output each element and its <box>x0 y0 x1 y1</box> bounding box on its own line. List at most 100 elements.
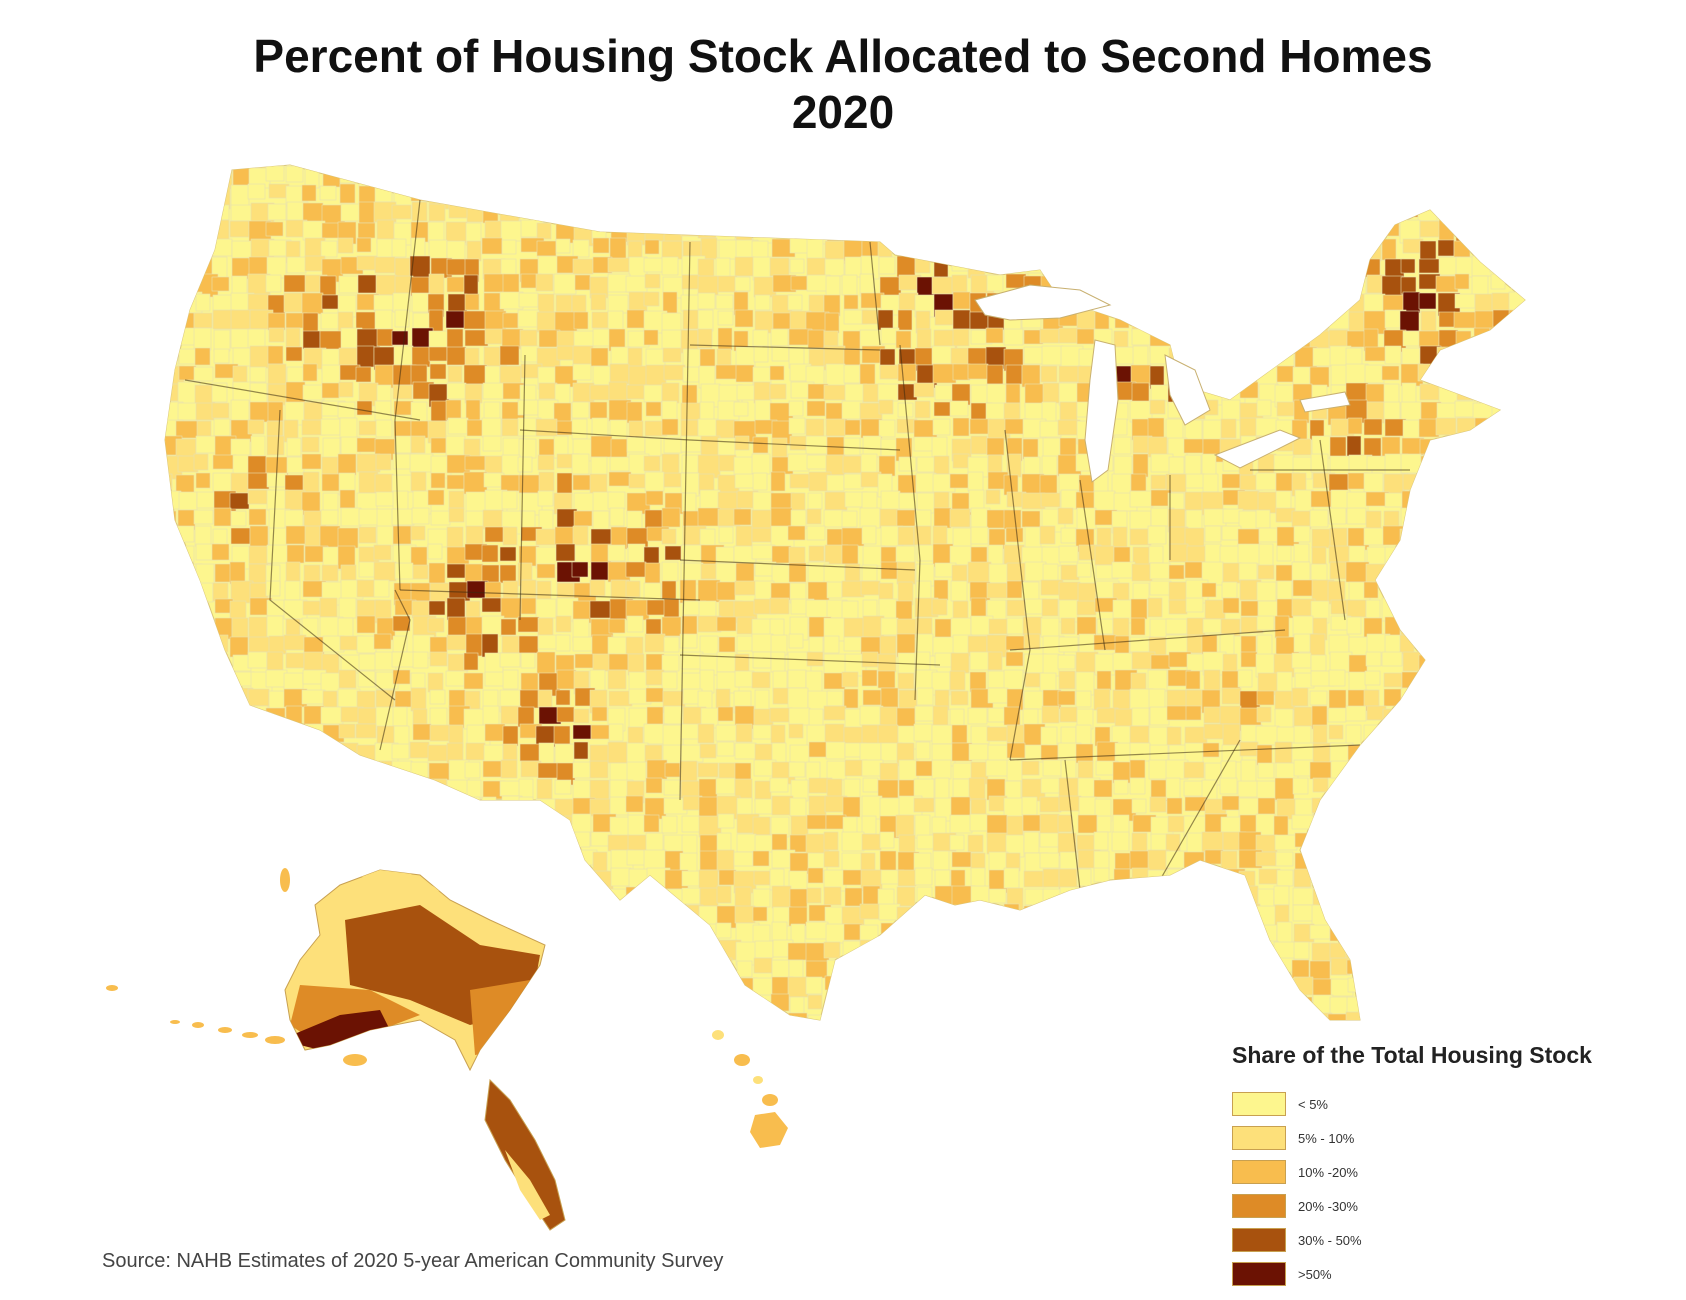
county-cell <box>1418 762 1435 783</box>
county-cell <box>337 527 359 549</box>
county-cell <box>1345 165 1366 171</box>
county-cell <box>1383 996 1406 1016</box>
county-cell <box>1240 258 1259 283</box>
county-cell <box>1472 707 1490 724</box>
county-cell <box>734 670 755 688</box>
county-cell <box>699 941 724 963</box>
county-cell <box>250 849 272 874</box>
county-cell <box>664 976 685 1000</box>
county-cell <box>319 869 335 890</box>
county-cell <box>1057 922 1078 945</box>
county-cell <box>1330 148 1345 163</box>
county-cell <box>1312 888 1334 908</box>
county-cell <box>1093 167 1116 183</box>
county-cell <box>1024 166 1042 183</box>
county-cell <box>626 615 644 633</box>
county-cell <box>1220 816 1242 834</box>
county-cell <box>970 526 989 545</box>
county-cell <box>1204 921 1221 944</box>
county-cell <box>337 401 356 419</box>
county-cell <box>481 597 502 613</box>
county-cell <box>554 743 575 766</box>
county-cell <box>266 615 284 638</box>
county-cell <box>1275 168 1299 190</box>
county-cell <box>593 148 616 162</box>
county-cell <box>302 384 325 401</box>
county-cell <box>193 741 216 762</box>
county-cell <box>465 399 481 421</box>
county-cell <box>445 221 468 244</box>
county-cell <box>1222 1013 1240 1020</box>
county-cell <box>195 167 215 191</box>
county-cell <box>175 165 193 181</box>
county-cell <box>1489 165 1506 170</box>
county-cell <box>175 474 195 494</box>
county-cell <box>1472 473 1488 497</box>
county-cell <box>1417 923 1439 946</box>
county-cell <box>915 1012 940 1020</box>
county-cell <box>625 795 644 813</box>
county-cell <box>356 255 378 271</box>
county-cell <box>1347 977 1365 993</box>
county-cell <box>752 472 768 491</box>
county-cell <box>374 309 393 330</box>
county-cell <box>1057 419 1081 436</box>
county-cell <box>879 508 899 529</box>
county-cell <box>1222 723 1241 747</box>
county-cell <box>968 777 986 802</box>
county-cell <box>1366 184 1389 205</box>
county-cell <box>481 417 502 438</box>
county-cell <box>1077 905 1096 925</box>
county-cell <box>987 996 1004 1012</box>
county-cell <box>1149 311 1165 328</box>
county-cell <box>572 636 594 652</box>
county-cell <box>824 491 848 511</box>
county-cell <box>393 725 410 746</box>
county-cell <box>914 993 936 1009</box>
county-cell <box>826 760 847 781</box>
county-cell <box>1006 742 1026 759</box>
county-cell <box>1346 869 1371 889</box>
county-cell <box>1167 312 1191 328</box>
county-cell <box>787 167 812 186</box>
county-cell <box>734 473 756 489</box>
county-cell <box>1024 526 1042 549</box>
county-cell <box>248 940 273 959</box>
county-cell <box>1347 239 1363 263</box>
county-cell <box>393 166 417 190</box>
county-cell <box>627 834 649 852</box>
county-cell <box>1220 258 1242 282</box>
county-cell <box>283 672 304 690</box>
county-cell <box>555 634 571 652</box>
county-cell <box>626 309 646 329</box>
county-cell <box>1058 545 1079 563</box>
county-cell <box>517 815 535 833</box>
county-cell <box>716 976 736 1001</box>
county-cell <box>467 148 482 162</box>
county-cell <box>788 165 811 172</box>
county-cell <box>1491 219 1508 238</box>
county-cell <box>1436 543 1457 560</box>
county-cell <box>1418 705 1437 729</box>
county-cell <box>268 906 291 924</box>
county-cell <box>733 851 754 867</box>
county-cell <box>286 741 309 763</box>
county-cell <box>625 561 647 578</box>
county-cell <box>1075 186 1091 206</box>
county-cell <box>607 976 631 995</box>
county-cell <box>1473 165 1497 173</box>
county-cell <box>214 796 231 815</box>
county-cell <box>178 887 200 911</box>
county-cell <box>1131 832 1148 852</box>
county-cell <box>1094 186 1112 208</box>
county-cell <box>877 724 899 745</box>
county-cell <box>1040 238 1061 259</box>
county-cell <box>1003 942 1026 959</box>
county-cell <box>914 400 931 419</box>
county-cell <box>338 669 357 689</box>
county-cell <box>1365 886 1384 910</box>
county-cell <box>1183 165 1204 187</box>
county-cell <box>501 885 525 904</box>
county-cell <box>482 850 504 866</box>
state-boundaries <box>184 199 1410 891</box>
